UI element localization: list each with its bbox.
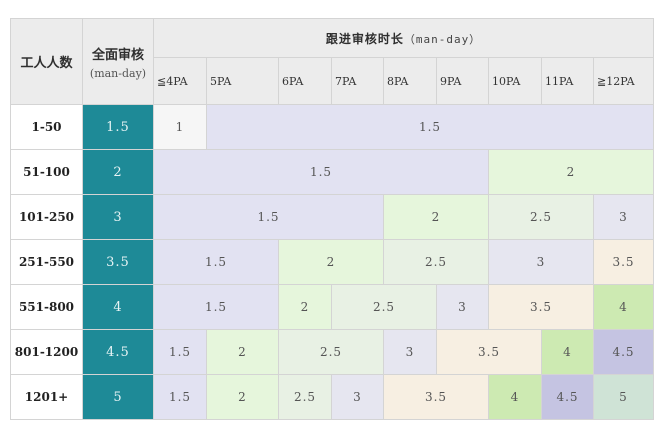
followup-duration-cell: 2 xyxy=(206,374,279,420)
followup-duration-cell: 3.5 xyxy=(383,374,489,420)
followup-duration-cell: 2 xyxy=(206,329,279,375)
table-row: 1201+ 5 1.5 2 2.5 3 3.5 4 4.5 5 xyxy=(10,374,654,420)
full-audit-header: 全面审核 (man-day) xyxy=(82,18,154,105)
followup-duration-cell: 4 xyxy=(488,374,542,420)
followup-duration-cell: 4 xyxy=(593,284,654,330)
followup-duration-cell: 1 xyxy=(153,104,207,150)
full-audit-cell: 3 xyxy=(82,194,154,240)
full-audit-unit: (man-day) xyxy=(89,66,147,80)
followup-duration-cell: 4.5 xyxy=(593,329,654,375)
table-row: 251-550 3.5 1.5 2 2.5 3 3.5 xyxy=(10,239,654,285)
followup-duration-cell: 3.5 xyxy=(436,329,542,375)
pa-column-header: 8PA xyxy=(383,57,437,105)
followup-title: 跟进审核时长 xyxy=(325,31,404,46)
followup-duration-cell: 3 xyxy=(331,374,384,420)
pa-column-header: 9PA xyxy=(436,57,489,105)
staff-range-cell: 1-50 xyxy=(10,104,83,150)
pa-column-header: 11PA xyxy=(541,57,594,105)
audit-duration-table-container: 工人人数 全面审核 (man-day) 跟进审核时长（man-day） ≦4PA… xyxy=(10,18,654,423)
followup-duration-cell: 3.5 xyxy=(488,284,594,330)
staff-range-cell: 251-550 xyxy=(10,239,83,285)
followup-duration-cell: 2.5 xyxy=(383,239,489,285)
followup-duration-cell: 1.5 xyxy=(206,104,654,150)
followup-duration-cell: 4.5 xyxy=(541,374,594,420)
table-row: 1-50 1.5 1 1.5 xyxy=(10,104,654,150)
full-audit-cell: 2 xyxy=(82,149,154,195)
pa-column-header: 7PA xyxy=(331,57,384,105)
staff-range-cell: 801-1200 xyxy=(10,329,83,375)
header-row-top: 工人人数 全面审核 (man-day) 跟进审核时长（man-day） xyxy=(10,18,654,105)
followup-duration-cell: 1.5 xyxy=(153,239,279,285)
followup-duration-cell: 2 xyxy=(278,239,384,285)
full-audit-title: 全面审核 xyxy=(91,47,144,63)
pa-column-header: ≦4PA xyxy=(153,57,207,105)
followup-duration-cell: 2.5 xyxy=(278,329,384,375)
table-row: 551-800 4 1.5 2 2.5 3 3.5 4 xyxy=(10,284,654,330)
followup-duration-cell: 4 xyxy=(541,329,594,375)
audit-duration-table: 工人人数 全面审核 (man-day) 跟进审核时长（man-day） ≦4PA… xyxy=(10,18,654,420)
pa-column-header: ≧12PA xyxy=(593,57,654,105)
followup-duration-cell: 2.5 xyxy=(278,374,332,420)
staff-range-cell: 1201+ xyxy=(10,374,83,420)
followup-duration-cell: 1.5 xyxy=(153,374,207,420)
followup-duration-cell: 1.5 xyxy=(153,329,207,375)
followup-duration-cell: 2.5 xyxy=(488,194,594,240)
followup-duration-cell: 2.5 xyxy=(331,284,437,330)
pa-column-header: 10PA xyxy=(488,57,542,105)
followup-duration-cell: 3 xyxy=(488,239,594,285)
table-row: 801-1200 4.5 1.5 2 2.5 3 3.5 4 4.5 xyxy=(10,329,654,375)
staff-range-cell: 101-250 xyxy=(10,194,83,240)
followup-duration-cell: 5 xyxy=(593,374,654,420)
followup-duration-cell: 1.5 xyxy=(153,284,279,330)
followup-duration-cell: 3 xyxy=(593,194,654,240)
followup-duration-cell: 2 xyxy=(383,194,489,240)
followup-audit-header: 跟进审核时长（man-day） xyxy=(153,18,654,58)
followup-duration-cell: 1.5 xyxy=(153,149,489,195)
followup-duration-cell: 2 xyxy=(278,284,332,330)
full-audit-cell: 5 xyxy=(82,374,154,420)
table-row: 51-100 2 1.5 2 xyxy=(10,149,654,195)
full-audit-cell: 3.5 xyxy=(82,239,154,285)
followup-duration-cell: 1.5 xyxy=(153,194,384,240)
pa-header-row: ≦4PA 5PA 6PA 7PA 8PA 9PA 10PA 11PA ≧12PA xyxy=(11,57,654,105)
staff-range-cell: 51-100 xyxy=(10,149,83,195)
full-audit-cell: 4.5 xyxy=(82,329,154,375)
table-row: 101-250 3 1.5 2 2.5 3 xyxy=(10,194,654,240)
followup-duration-cell: 2 xyxy=(488,149,654,195)
staff-range-cell: 551-800 xyxy=(10,284,83,330)
table-body: 1-50 1.5 1 1.5 51-100 2 1.5 2 101-250 3 1.5 2 2.5 3 25… xyxy=(10,104,654,420)
staff-count-header: 工人人数 xyxy=(10,18,83,105)
followup-duration-cell: 3.5 xyxy=(593,239,654,285)
pa-column-header: 5PA xyxy=(206,57,279,105)
followup-duration-cell: 3 xyxy=(436,284,489,330)
full-audit-cell: 1.5 xyxy=(82,104,154,150)
followup-unit: （man-day） xyxy=(403,32,482,46)
full-audit-cell: 4 xyxy=(82,284,154,330)
pa-column-header: 6PA xyxy=(278,57,332,105)
followup-duration-cell: 3 xyxy=(383,329,437,375)
